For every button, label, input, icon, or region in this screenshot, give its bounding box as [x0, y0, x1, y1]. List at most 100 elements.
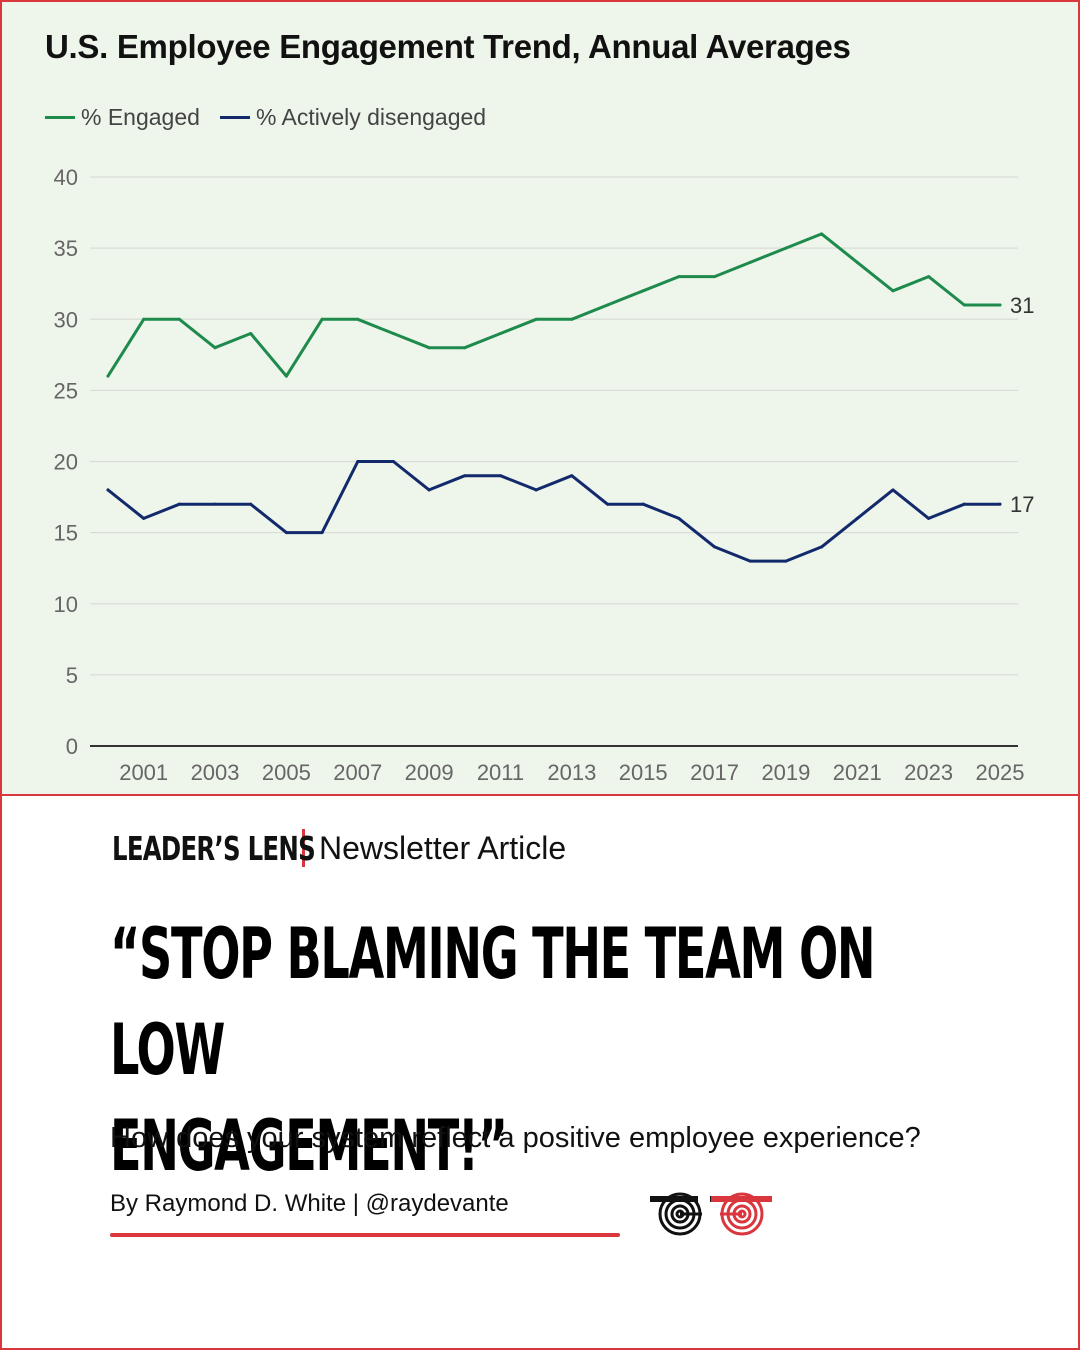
legend-label-disengaged: % Actively disengaged [255, 104, 487, 130]
point-disengaged-2014 [606, 502, 610, 506]
double-spiral-glasses-icon [650, 1192, 772, 1236]
point-disengaged-2022 [891, 488, 895, 492]
point-engaged-2010 [463, 346, 467, 350]
point-engaged-2005 [284, 374, 288, 378]
brand-row: LEADER’S LENS Newsletter Article [112, 826, 566, 870]
point-disengaged-2005 [284, 531, 288, 535]
brand-name: LEADER’S LENS [112, 828, 316, 868]
point-engaged-2018 [748, 260, 752, 264]
point-disengaged-2013 [570, 474, 574, 478]
chart-panel: 0 5 10 15 20 25 30 35 40 2001 2003 2005 2007 2009 201… [2, 2, 1078, 796]
point-disengaged-2002 [177, 502, 181, 506]
legend-label-engaged: % Engaged [81, 104, 200, 130]
point-engaged-2024 [962, 303, 966, 307]
point-engaged-2011 [498, 331, 502, 335]
y-tick-label-35: 35 [54, 236, 78, 261]
point-engaged-2025 [998, 303, 1002, 307]
y-tick-label-30: 30 [54, 307, 78, 332]
x-tick-label-2021: 2021 [833, 760, 882, 785]
point-disengaged-2001 [142, 516, 146, 520]
headline-line-1: “STOP BLAMING THE TEAM ON LOW [110, 913, 876, 1091]
point-disengaged-2011 [498, 474, 502, 478]
x-tick-label-2003: 2003 [191, 760, 240, 785]
point-engaged-2012 [534, 317, 538, 321]
point-engaged-2003 [213, 346, 217, 350]
article-tagline: How does your system reflect a positive … [110, 1122, 921, 1154]
x-tick-label-2025: 2025 [976, 760, 1025, 785]
point-engaged-2022 [891, 289, 895, 293]
article-card: LEADER’S LENS Newsletter Article “STOP B… [2, 796, 1078, 1348]
point-engaged-2020 [820, 232, 824, 236]
point-disengaged-2012 [534, 488, 538, 492]
point-disengaged-2021 [855, 516, 859, 520]
point-engaged-2016 [677, 275, 681, 279]
point-disengaged-2016 [677, 516, 681, 520]
x-tick-label-2009: 2009 [405, 760, 454, 785]
point-engaged-2019 [784, 246, 788, 250]
byline-underline [110, 1233, 620, 1237]
point-engaged-2015 [641, 289, 645, 293]
y-tick-label-0: 0 [66, 734, 78, 759]
series-line-disengaged [106, 460, 1002, 563]
brand-subtitle: Newsletter Article [319, 829, 567, 866]
y-tick-label-40: 40 [54, 165, 78, 190]
point-disengaged-2020 [820, 545, 824, 549]
y-tick-label-5: 5 [66, 663, 78, 688]
legend-item-disengaged: % Actively disengaged [219, 104, 487, 131]
x-tick-label-2011: 2011 [477, 760, 524, 785]
point-disengaged-2015 [641, 502, 645, 506]
point-disengaged-2004 [249, 502, 253, 506]
brand-divider [302, 829, 305, 867]
y-tick-label-25: 25 [54, 378, 78, 403]
point-engaged-2001 [142, 317, 146, 321]
point-engaged-2006 [320, 317, 324, 321]
x-tick-label-2015: 2015 [619, 760, 668, 785]
end-value-labels: 31 17 [1010, 293, 1034, 517]
point-engaged-2013 [570, 317, 574, 321]
point-engaged-2014 [606, 303, 610, 307]
point-engaged-2004 [249, 331, 253, 335]
legend-item-engaged: % Engaged [45, 104, 200, 131]
point-disengaged-2003 [213, 502, 217, 506]
legend-swatch-disengaged [219, 116, 250, 119]
x-tick-label-2007: 2007 [333, 760, 382, 785]
x-tick-label-2013: 2013 [547, 760, 596, 785]
author-byline: By Raymond D. White | @raydevante [110, 1190, 509, 1217]
point-disengaged-2000 [106, 488, 110, 492]
point-engaged-2000 [106, 374, 110, 378]
point-disengaged-2018 [748, 559, 752, 563]
point-disengaged-2010 [463, 474, 467, 478]
point-disengaged-2008 [391, 460, 395, 463]
point-engaged-2008 [391, 331, 395, 335]
point-disengaged-2023 [927, 516, 931, 520]
point-disengaged-2019 [784, 559, 788, 563]
point-disengaged-2025 [998, 502, 1002, 506]
point-engaged-2017 [713, 275, 717, 279]
point-disengaged-2007 [356, 460, 360, 463]
article-headline: “STOP BLAMING THE TEAM ON LOW ENGAGEMENT… [110, 906, 902, 1194]
x-tick-label-2001: 2001 [119, 760, 168, 785]
y-tick-label-15: 15 [54, 521, 78, 546]
legend-swatch-engaged [45, 116, 75, 119]
gridlines [90, 176, 1018, 676]
point-engaged-2002 [177, 317, 181, 321]
end-label-disengaged: 17 [1010, 492, 1034, 517]
point-engaged-2009 [427, 346, 431, 350]
series-lines [106, 232, 1002, 563]
y-tick-label-20: 20 [54, 450, 78, 475]
x-tick-label-2019: 2019 [761, 760, 810, 785]
x-axis-tick-labels: 2001 2003 2005 2007 2009 2011 2013 2015 2017 2019… [119, 760, 1024, 785]
point-engaged-2021 [855, 260, 859, 264]
y-axis-tick-labels: 0 5 10 15 20 25 30 35 40 [54, 165, 78, 759]
y-tick-label-10: 10 [54, 592, 78, 617]
x-tick-label-2017: 2017 [690, 760, 739, 785]
chart-title: U.S. Employee Engagement Trend, Annual A… [45, 28, 851, 65]
x-tick-label-2023: 2023 [904, 760, 953, 785]
x-tick-label-2005: 2005 [262, 760, 311, 785]
point-disengaged-2017 [713, 545, 717, 549]
point-disengaged-2024 [962, 502, 966, 506]
series-line-engaged [106, 232, 1002, 378]
point-disengaged-2006 [320, 531, 324, 535]
